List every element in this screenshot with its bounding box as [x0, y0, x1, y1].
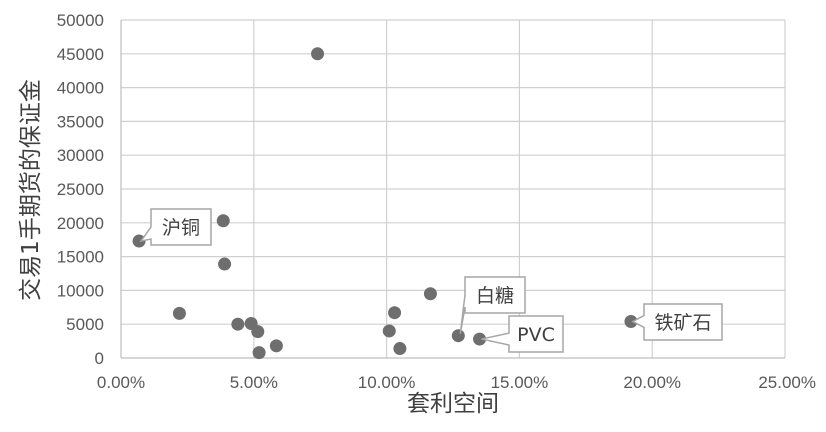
y-tick-label: 50000 [57, 11, 104, 30]
y-tick-label: 10000 [57, 281, 104, 300]
callout-box [139, 208, 212, 246]
y-tick-label: 20000 [57, 214, 104, 233]
callout-box [459, 276, 526, 334]
x-tick-label: 25.00% [758, 373, 816, 392]
x-tick-label: 15.00% [491, 373, 549, 392]
data-point [251, 325, 265, 339]
y-axis-title: 交易1手期货的保证金 [18, 79, 44, 301]
callout-box [631, 303, 723, 341]
callout-4: 铁矿石 [631, 303, 723, 341]
y-tick-label: 45000 [57, 45, 104, 64]
data-point [451, 329, 465, 343]
data-point [231, 317, 245, 331]
data-point [382, 324, 396, 338]
data-point [269, 339, 283, 353]
y-tick-label: 5000 [66, 315, 104, 334]
y-tick-label: 25000 [57, 180, 104, 199]
data-point [311, 47, 325, 61]
data-point [172, 306, 186, 320]
callout-label: 沪铜 [162, 217, 200, 239]
y-tick-label: 0 [95, 349, 104, 368]
callout-label: 白糖 [476, 285, 514, 307]
x-tick-label: 5.00% [230, 373, 278, 392]
callout-label: PVC [517, 324, 555, 346]
x-axis-title: 套利空间 [407, 391, 499, 417]
data-point [252, 346, 266, 360]
y-tick-label: 40000 [57, 79, 104, 98]
data-point [388, 306, 402, 320]
data-point [423, 287, 437, 301]
callout-2: 白糖 [459, 276, 526, 334]
y-tick-label: 30000 [57, 146, 104, 165]
y-tick-label: 15000 [57, 248, 104, 267]
callout-3: PVC [481, 315, 564, 353]
callout-label: 铁矿石 [654, 312, 711, 334]
data-point [624, 314, 638, 328]
axes [120, 20, 785, 359]
callout-box [481, 315, 564, 353]
data-point [132, 234, 146, 248]
x-tick-label: 10.00% [358, 373, 416, 392]
y-tick-label: 35000 [57, 112, 104, 131]
data-points [132, 47, 638, 360]
gridlines [121, 19, 786, 358]
data-point [473, 332, 487, 346]
data-point [216, 214, 230, 228]
x-tick-label: 20.00% [623, 373, 681, 392]
tick-labels: 0 5000 10000 15000 20000 25000 30000 35000 40000… [57, 11, 816, 392]
data-point [218, 257, 232, 271]
data-point [393, 342, 407, 356]
callout-1: 沪铜 [139, 208, 212, 246]
x-tick-label: 0.00% [97, 373, 145, 392]
